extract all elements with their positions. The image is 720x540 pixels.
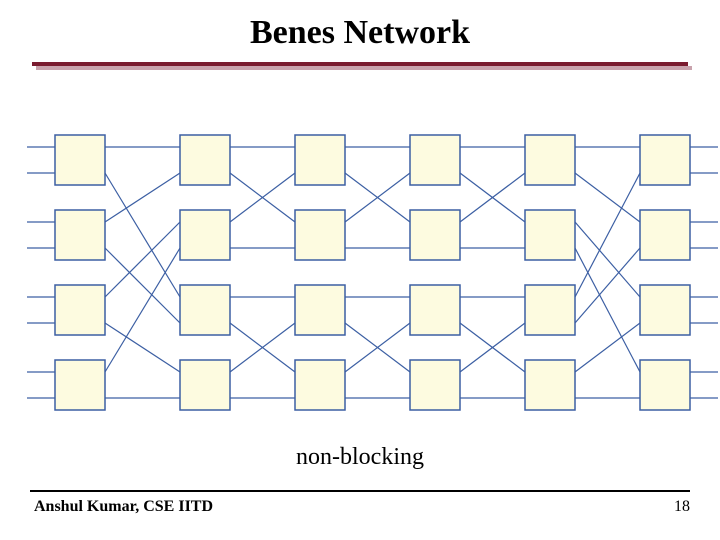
title-rule	[32, 62, 688, 66]
footer-rule	[30, 490, 690, 492]
footer-author: Anshul Kumar, CSE IITD	[34, 498, 213, 516]
title-rule-shadow	[36, 66, 692, 70]
benes-network-diagram	[0, 100, 720, 430]
slide-title: Benes Network	[0, 14, 720, 52]
footer-page-number: 18	[630, 498, 690, 516]
diagram-caption: non-blocking	[0, 444, 720, 471]
